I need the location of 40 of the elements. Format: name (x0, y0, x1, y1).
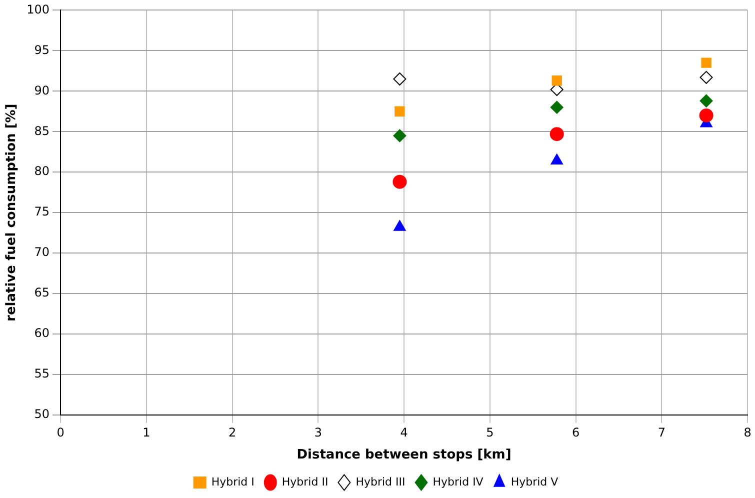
y-tick-label: 90 (34, 83, 50, 98)
x-tick-label: 6 (572, 425, 580, 440)
legend-label: Hybrid V (510, 475, 559, 488)
point (700, 70, 713, 84)
x-tick-label: 1 (142, 425, 150, 440)
y-tick-label: 75 (34, 204, 50, 219)
y-tick-label: 80 (34, 164, 50, 178)
point (700, 94, 713, 108)
y-tick-label: 95 (34, 42, 50, 57)
x-tick-label: 8 (744, 425, 752, 440)
legend-label: Hybrid II (282, 475, 328, 488)
x-axis-title: Distance between stops [km] (296, 448, 512, 463)
point (701, 58, 712, 68)
y-axis-title: relative fuel consumption [%] (4, 104, 20, 322)
x-tick-label: 2 (228, 425, 236, 440)
x-tick-label: 0 (56, 425, 64, 440)
point (550, 127, 564, 142)
point (393, 129, 406, 142)
x-tick-label: 3 (314, 425, 322, 440)
point (699, 108, 714, 122)
x-tick-label: 5 (486, 425, 494, 440)
point (550, 154, 563, 165)
x-tick-label: 4 (400, 425, 408, 440)
point (394, 220, 406, 231)
point (550, 100, 564, 114)
point (393, 72, 406, 86)
point (394, 106, 405, 116)
point (392, 174, 407, 189)
y-tick-label: 60 (34, 326, 50, 340)
legend-label: Hybrid I (211, 475, 254, 488)
x-tick-label: 7 (658, 425, 666, 440)
y-tick-label: 100 (26, 2, 50, 16)
legend-label: Hybrid IV (432, 475, 484, 488)
y-tick-label: 65 (34, 286, 50, 300)
y-tick-label: 70 (34, 245, 50, 260)
y-tick-label: 85 (34, 124, 50, 138)
y-tick-label: 50 (34, 407, 50, 422)
point (552, 76, 562, 86)
legend-label: Hybrid III (356, 475, 406, 488)
y-tick-label: 55 (34, 366, 50, 381)
